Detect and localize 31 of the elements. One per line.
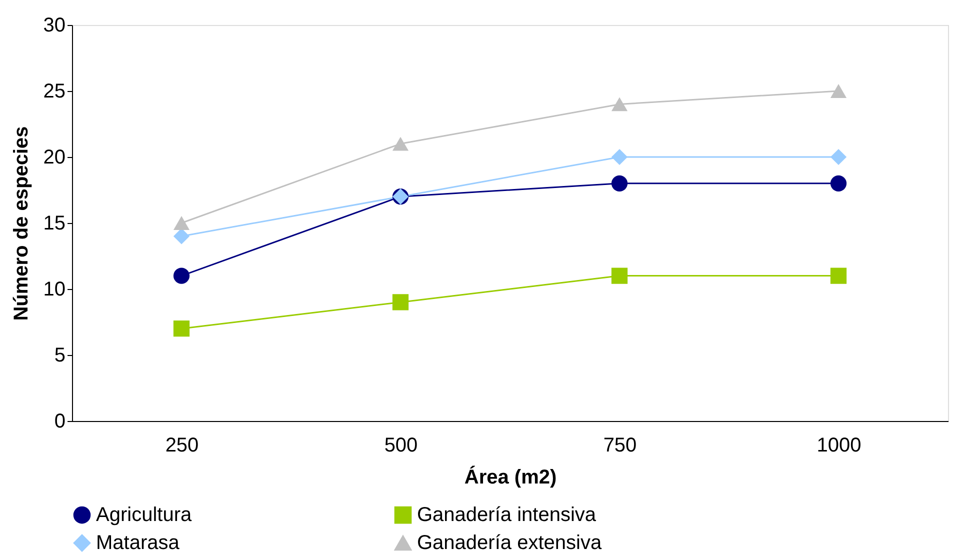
legend-label: Ganadería intensiva — [417, 504, 597, 526]
point — [173, 268, 190, 284]
x-tick-label: 1000 — [816, 434, 862, 456]
point — [611, 175, 628, 192]
point — [830, 175, 847, 192]
x-tick-label: 750 — [603, 434, 637, 456]
point — [611, 97, 628, 112]
point — [611, 148, 628, 166]
point — [173, 216, 190, 230]
y-tick-label: 10 — [43, 278, 66, 300]
point — [392, 136, 409, 151]
point — [830, 84, 847, 98]
y-axis-title: Número de especies — [10, 126, 32, 321]
point — [173, 320, 190, 337]
x-tick-label: 500 — [384, 434, 418, 456]
y-tick-label: 20 — [43, 146, 66, 168]
point — [173, 228, 190, 244]
legend-label: Matarasa — [96, 532, 180, 554]
y-tick-label: 15 — [43, 212, 66, 234]
y-tick-label: 30 — [43, 14, 66, 36]
y-tick-label: 5 — [54, 344, 66, 366]
point — [611, 268, 628, 284]
x-axis-title: Área (m2) — [464, 466, 557, 488]
point — [392, 294, 409, 310]
y-tick-label: 0 — [54, 410, 66, 432]
point — [830, 148, 847, 166]
x-tick-label: 250 — [165, 434, 199, 456]
legend-label: Ganadería extensiva — [417, 532, 602, 554]
y-tick-label: 25 — [43, 80, 66, 102]
point — [830, 268, 847, 284]
legend-label: Agricultura — [96, 504, 192, 526]
